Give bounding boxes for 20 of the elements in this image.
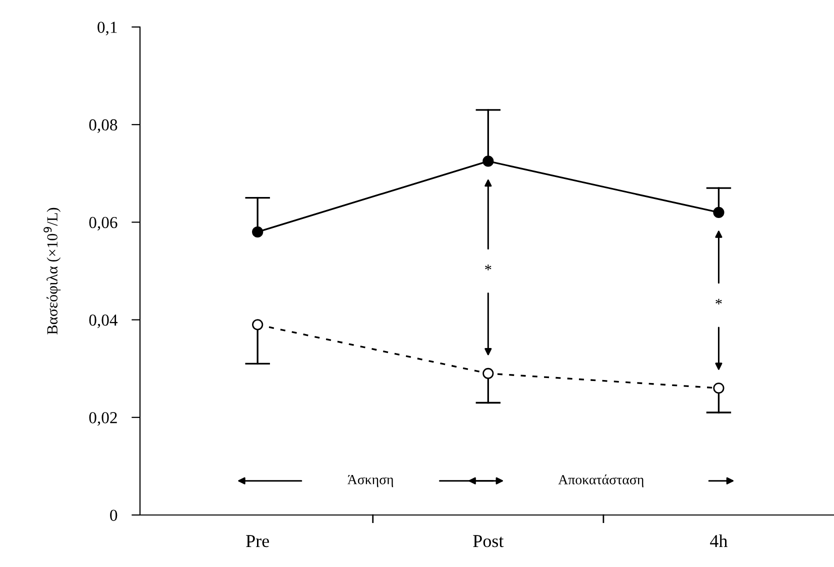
annotation: Αποκατάσταση xyxy=(558,474,644,488)
x-tick-label: Post xyxy=(473,535,504,548)
y-tick-label: 0,04 xyxy=(89,314,118,328)
point xyxy=(713,206,724,218)
annotation: * xyxy=(716,298,722,304)
y-tick-label: 0,08 xyxy=(89,119,118,133)
x-tick-label: 4h xyxy=(710,534,728,547)
y-tick-label: 0 xyxy=(110,510,118,521)
y-tick-label: 0,1 xyxy=(98,22,117,36)
y-tick-label: 0,06 xyxy=(89,216,118,231)
annotation: Άσκηση xyxy=(347,474,394,488)
annotation: * xyxy=(485,264,492,270)
y-axis-title: Βασεόφιλα (×10$^{9}$/L) xyxy=(44,208,61,334)
point xyxy=(482,156,494,167)
y-tick-label: 0,02 xyxy=(89,412,117,426)
x-tick-label: Pre xyxy=(246,535,269,548)
point xyxy=(482,368,494,380)
point xyxy=(252,319,264,330)
point xyxy=(713,382,724,394)
point xyxy=(252,226,264,238)
